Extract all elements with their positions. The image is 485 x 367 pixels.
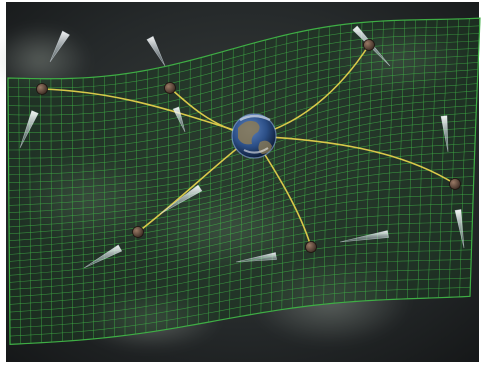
grid-line	[8, 119, 476, 199]
grid-line	[9, 193, 474, 262]
grid-line	[9, 268, 471, 321]
grid-line	[9, 230, 473, 290]
pulsar-icon	[36, 83, 48, 95]
grid-line	[8, 112, 477, 191]
pulsar-beam-icon	[454, 209, 465, 249]
grid-line	[8, 25, 480, 89]
pulsar-beams	[19, 25, 465, 269]
pulsar-icon	[132, 226, 144, 238]
pulsar-beam-icon	[159, 184, 203, 215]
grid-line	[8, 33, 480, 98]
grid-line	[8, 127, 476, 206]
earth-icon	[231, 113, 277, 159]
grid-line	[8, 47, 479, 116]
grid-line	[9, 286, 471, 337]
grid-line	[9, 277, 471, 329]
grid-line	[9, 185, 474, 255]
timing-line	[252, 135, 456, 185]
grid-line	[9, 240, 472, 298]
pulsar-icon	[305, 241, 317, 253]
grid-line	[8, 62, 479, 133]
pulsar-beam-icon	[172, 106, 186, 133]
grid-line	[9, 159, 475, 235]
grid-line	[8, 142, 476, 221]
grid-line	[7, 17, 481, 79]
grid-line	[9, 167, 475, 241]
grid-line	[9, 296, 471, 345]
grid-line	[9, 258, 472, 313]
grid-line	[9, 176, 474, 248]
pulsar-beam-icon	[235, 252, 277, 263]
pulsar-beam-icon	[49, 30, 70, 63]
grid-line	[8, 135, 476, 213]
pulsars	[36, 39, 461, 253]
grid-line	[9, 221, 473, 283]
pulsar-beam-icon	[339, 230, 389, 243]
grid-line	[8, 54, 479, 125]
grid-line	[8, 69, 478, 142]
pulsar-beam-icon	[19, 110, 39, 149]
grid-line	[9, 249, 472, 305]
pulsar-beam-icon	[440, 115, 449, 153]
grid-line	[8, 40, 480, 107]
grid-line	[9, 151, 475, 228]
pulsar-icon	[363, 39, 375, 51]
pulsar-beam-icon	[83, 244, 123, 269]
pulsar-beam-icon	[146, 35, 166, 67]
pulsar-icon	[164, 82, 176, 94]
grid-line	[9, 202, 473, 269]
pulsar-icon	[449, 178, 461, 190]
grid-line	[9, 212, 473, 276]
